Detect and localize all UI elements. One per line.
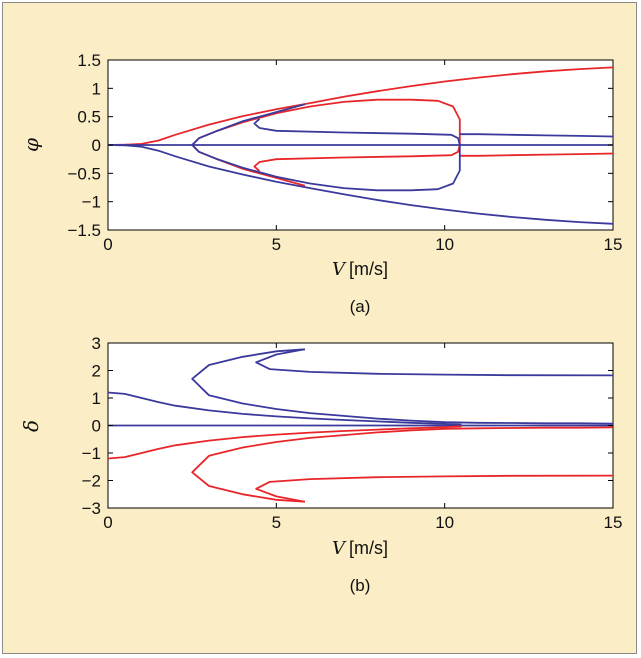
series-line-red-6 — [255, 474, 614, 503]
series-line-blue-5 — [191, 103, 461, 192]
y-tick-label: −1 — [82, 444, 101, 463]
plot-a-xlabel: V [m/s] — [332, 259, 388, 280]
y-tick-label: 1.5 — [77, 51, 101, 70]
y-tick-label: −1 — [82, 193, 101, 212]
y-tick-label: 2 — [92, 362, 101, 381]
series-line-blue-2 — [191, 348, 614, 425]
plot-b-xlabel: V [m/s] — [332, 538, 388, 559]
plot-b-xlabel-unit: [m/s] — [349, 538, 388, 558]
series-line-red-4 — [107, 425, 462, 460]
y-tick-label: 3 — [92, 334, 101, 353]
plot-a-series — [107, 66, 614, 225]
plot-b-xlabel-var: V — [332, 538, 347, 559]
series-line-blue-1 — [107, 391, 462, 426]
x-tick-label: 0 — [103, 513, 112, 532]
y-tick-label: −1.5 — [67, 221, 101, 240]
x-tick-label: 10 — [435, 235, 454, 254]
plot-b-series — [107, 348, 614, 503]
series-line-red-0 — [107, 66, 614, 146]
y-tick-label: 0.5 — [77, 108, 101, 127]
plot-a-ticks: 0 5 10 15 1.5 1 0.5 0 −0.5 −1 −1.5 — [67, 51, 622, 254]
plot-a-xlabel-unit: [m/s] — [349, 259, 388, 279]
x-tick-label: 15 — [604, 235, 623, 254]
series-line-red-2 — [459, 152, 614, 157]
y-tick-label: −2 — [82, 472, 101, 491]
y-tick-label: 1 — [92, 389, 101, 408]
y-tick-label: 1 — [92, 79, 101, 98]
y-tick-label: −3 — [82, 499, 101, 518]
plot-b-ylabel: δ — [19, 420, 43, 432]
series-line-blue-3 — [255, 348, 614, 377]
plot-a-xlabel-var: V — [332, 259, 347, 280]
x-tick-label: 5 — [272, 513, 281, 532]
series-line-blue-4 — [107, 144, 614, 225]
x-tick-label: 0 — [103, 235, 112, 254]
plot-a-caption: (a) — [350, 297, 371, 316]
x-tick-label: 15 — [604, 513, 623, 532]
plot-a: 0 5 10 15 1.5 1 0.5 0 −0.5 −1 −1.5 φ V [m/s] (a) — [19, 51, 622, 316]
x-tick-label: 5 — [272, 235, 281, 254]
plot-a-ylabel: φ — [19, 138, 43, 152]
plot-b-caption: (b) — [350, 576, 371, 595]
y-tick-label: −0.5 — [67, 164, 101, 183]
y-tick-label: 0 — [92, 417, 101, 436]
series-line-blue-6 — [459, 133, 614, 138]
y-tick-label: 0 — [92, 136, 101, 155]
x-tick-label: 10 — [435, 513, 454, 532]
series-line-red-5 — [191, 426, 614, 503]
